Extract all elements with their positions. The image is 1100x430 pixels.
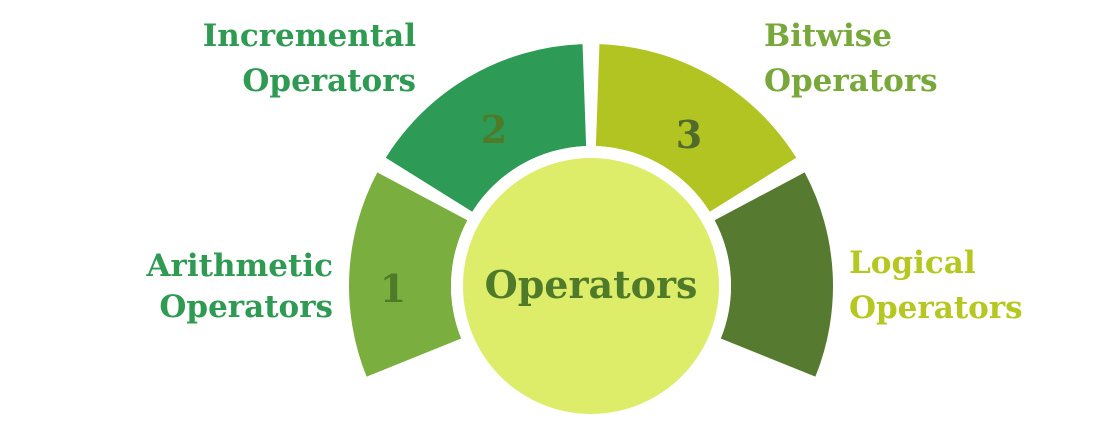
segment-number-4: 4 bbox=[764, 269, 790, 314]
segment-incremental bbox=[385, 44, 587, 212]
label-logical-line1: Logical bbox=[849, 245, 976, 281]
segment-bitwise bbox=[595, 44, 797, 212]
center-title: Operators bbox=[485, 262, 698, 307]
center-circle bbox=[463, 158, 719, 414]
segment-number-1: 1 bbox=[380, 266, 406, 311]
label-arithmetic-line2: Operators bbox=[159, 289, 333, 325]
label-bitwise-line1: Bitwise bbox=[764, 18, 892, 54]
label-incremental-line2: Operators bbox=[242, 63, 416, 99]
label-arithmetic-line1: Arithmetic bbox=[145, 248, 333, 284]
segment-arithmetic bbox=[349, 172, 468, 377]
segment-number-3: 3 bbox=[676, 112, 702, 157]
label-bitwise-line2: Operators bbox=[764, 63, 938, 99]
segment-number-2: 2 bbox=[481, 107, 507, 152]
label-logical-line2: Operators bbox=[849, 290, 1023, 326]
label-incremental-line1: Incremental bbox=[203, 18, 416, 54]
segment-logical bbox=[714, 172, 833, 377]
